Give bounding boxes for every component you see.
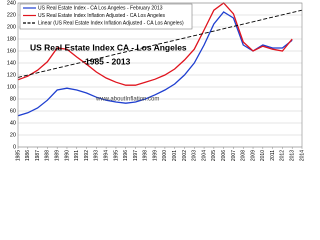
x-tick-label: 1999 [152, 150, 158, 161]
x-tick-label: 2001 [172, 150, 178, 161]
x-tick-label: 2000 [162, 150, 168, 161]
x-tick-label: 1991 [74, 150, 80, 161]
legend-entries: US Real Estate Index - CA Los Angeles - … [23, 5, 184, 26]
watermark: www.aboutInflation.com [95, 97, 159, 103]
plot-border [17, 2, 303, 148]
plot [17, 2, 303, 117]
x-tick-label: 2009 [250, 150, 256, 161]
x-tick-label: 1997 [133, 150, 139, 161]
x-tick-label: 1988 [45, 150, 51, 161]
y-tick-label: 80 [10, 96, 16, 102]
chart-title: US Real Estate Index CA - Los Angeles [30, 42, 187, 52]
y-tick-label: 120 [7, 72, 16, 78]
x-tick-label: 1987 [35, 150, 41, 161]
x-tick-label: 1994 [103, 150, 109, 161]
x-tick-label: 1998 [143, 150, 149, 161]
y-tick-label: 100 [7, 84, 16, 90]
y-tick-label: 140 [7, 60, 16, 66]
x-tick-label: 2013 [290, 150, 296, 161]
y-tick-label: 180 [7, 36, 16, 42]
series-line [17, 2, 293, 86]
x-tick-label: 2004 [201, 150, 207, 161]
x-tick-label: 1986 [25, 150, 31, 161]
x-tick-label: 2008 [241, 150, 247, 161]
y-tick-label: 200 [7, 24, 16, 30]
y-tick-label: 20 [10, 132, 16, 138]
x-tick-label: 2003 [192, 150, 198, 161]
x-tick-label: 2007 [231, 150, 237, 161]
x-tick-label: 1993 [94, 150, 100, 161]
y-tick-label: 40 [10, 120, 16, 126]
x-tick-label: 1985 [15, 150, 21, 161]
y-tick-label: 220 [7, 12, 16, 18]
x-tick-label: 1990 [64, 150, 70, 161]
x-tick-label: 1989 [55, 150, 61, 161]
series-line [17, 11, 293, 117]
y-tick-label: 240 [7, 0, 16, 6]
y-tick-label: 0 [13, 144, 16, 150]
x-tick-label: 2014 [299, 150, 305, 161]
x-tick-label: 2011 [270, 150, 276, 161]
y-tick-label: 60 [10, 108, 16, 114]
x-tick-label: 2005 [211, 150, 217, 161]
legend-label: US Real Estate Index - CA Los Angeles - … [38, 5, 163, 11]
x-tick-label: 1995 [113, 150, 119, 161]
legend-label: US Real Estate Index Inflation Adjusted … [38, 13, 166, 19]
y-tick-label: 160 [7, 48, 16, 54]
x-tick-label: 2006 [221, 150, 227, 161]
legend [19, 3, 193, 30]
x-tick-label: 2002 [182, 150, 188, 161]
legend-label: Linear (US Real Estate Index Inflation A… [38, 20, 184, 26]
series-line [17, 9, 303, 78]
x-tick-label: 2012 [280, 150, 286, 161]
x-tick-label: 2010 [260, 150, 266, 161]
chart: US Real Estate Index - CA Los Angeles - … [6, 0, 306, 162]
x-tick-label: 1996 [123, 150, 129, 161]
chart-subtitle: 1985 - 2013 [85, 56, 131, 66]
x-tick-label: 1992 [84, 150, 90, 161]
